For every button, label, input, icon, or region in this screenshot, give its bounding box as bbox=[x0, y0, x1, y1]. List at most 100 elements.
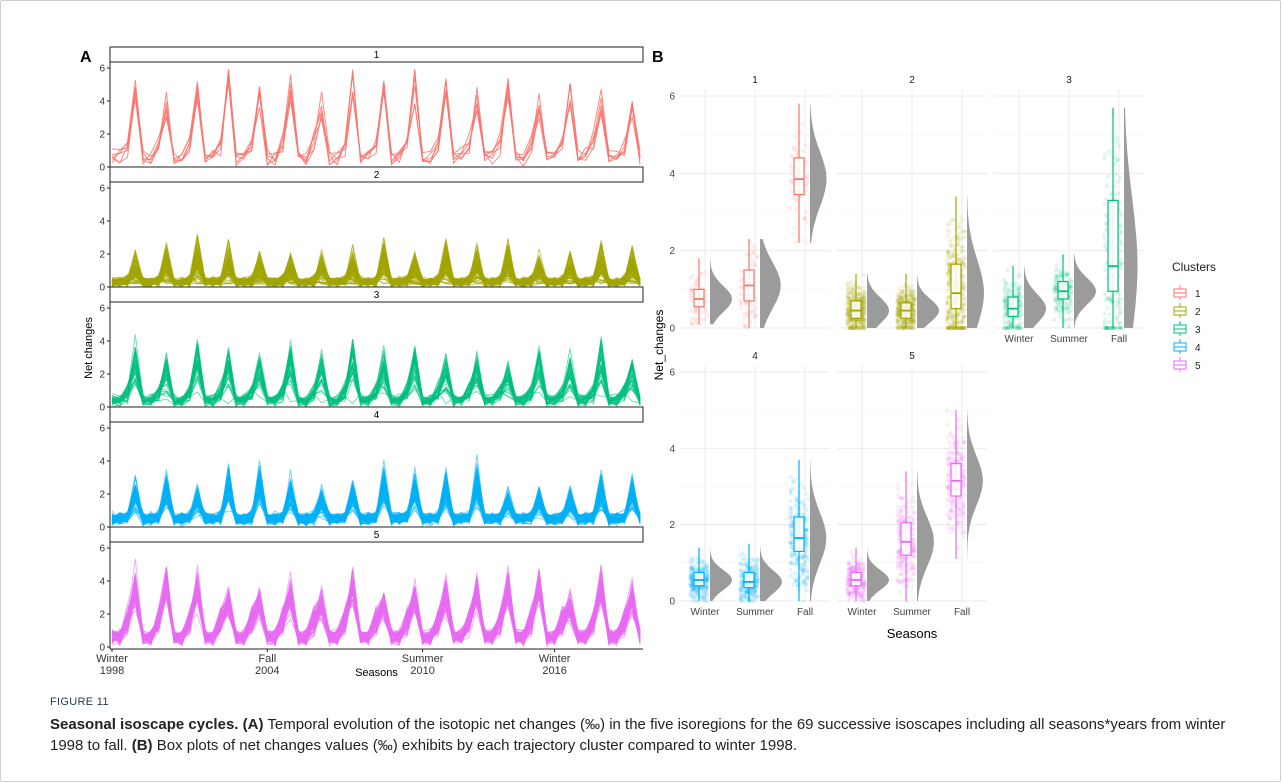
jitter-point bbox=[690, 565, 695, 570]
jitter-point bbox=[793, 562, 798, 567]
jitter-point bbox=[1054, 275, 1059, 280]
jitter-point bbox=[704, 582, 709, 587]
jitter-point bbox=[689, 566, 694, 571]
jitter-point bbox=[1118, 326, 1123, 330]
jitter-point bbox=[1055, 302, 1060, 307]
density-shape bbox=[867, 273, 889, 328]
jitter-point bbox=[744, 590, 749, 594]
jitter-point bbox=[688, 583, 693, 588]
jitter-point bbox=[701, 589, 706, 594]
jitter-point bbox=[897, 519, 902, 524]
jitter-point bbox=[754, 579, 759, 584]
facet-strip-label: 2 bbox=[374, 170, 380, 181]
jitter-point bbox=[793, 579, 798, 584]
jitter-point bbox=[849, 550, 854, 555]
jitter-point bbox=[911, 577, 916, 582]
jitter-point bbox=[958, 451, 963, 456]
jitter-point bbox=[1102, 292, 1107, 297]
y-tick-label: 4 bbox=[669, 169, 675, 180]
y-tick-label: 0 bbox=[669, 324, 675, 335]
jitter-point bbox=[961, 474, 966, 479]
jitter-point bbox=[739, 594, 744, 599]
jitter-point bbox=[1002, 298, 1007, 303]
jitter-point bbox=[847, 596, 852, 600]
jitter-point bbox=[742, 311, 747, 316]
jitter-point bbox=[800, 568, 804, 572]
facet-strip-label: 4 bbox=[752, 351, 758, 362]
jitter-point bbox=[862, 589, 867, 594]
jitter-point bbox=[862, 297, 867, 302]
jitter-point bbox=[897, 527, 902, 532]
jitter-point bbox=[849, 324, 854, 329]
jitter-point bbox=[845, 591, 850, 596]
jitter-point bbox=[897, 554, 902, 559]
series-lines-cluster-3 bbox=[111, 334, 641, 408]
jitter-point bbox=[738, 284, 743, 289]
jitter-point bbox=[906, 284, 911, 289]
jitter-point bbox=[751, 251, 756, 256]
jitter-point bbox=[804, 564, 809, 569]
jitter-point bbox=[846, 592, 850, 597]
box-iqr bbox=[900, 522, 912, 556]
jitter-point bbox=[1069, 284, 1074, 289]
jitter-point bbox=[804, 588, 809, 593]
jitter-point bbox=[1003, 302, 1008, 306]
jitter-point bbox=[846, 591, 851, 596]
jitter-point bbox=[895, 578, 900, 583]
jitter-point bbox=[1013, 326, 1017, 330]
jitter-point bbox=[1005, 326, 1010, 330]
jitter-point bbox=[859, 593, 864, 598]
jitter-point bbox=[947, 513, 951, 518]
jitter-point bbox=[896, 299, 901, 304]
jitter-point bbox=[738, 589, 743, 594]
jitter-point bbox=[895, 326, 900, 330]
jitter-point bbox=[946, 526, 951, 531]
jitter-point bbox=[963, 326, 967, 330]
jitter-point bbox=[788, 574, 793, 579]
jitter-point bbox=[950, 411, 955, 416]
jitter-point bbox=[946, 249, 950, 254]
jitter-point bbox=[912, 542, 917, 547]
jitter-point bbox=[946, 498, 951, 503]
jitter-point bbox=[960, 506, 965, 511]
jitter-point bbox=[846, 582, 850, 587]
jitter-point bbox=[905, 577, 910, 582]
jitter-point bbox=[1016, 274, 1021, 279]
jitter-point bbox=[1055, 307, 1060, 312]
box-iqr bbox=[850, 300, 862, 319]
jitter-point bbox=[1052, 296, 1057, 301]
jitter-point bbox=[704, 599, 709, 603]
jitter-point bbox=[801, 552, 806, 557]
jitter-point bbox=[959, 244, 964, 249]
jitter-point bbox=[1104, 326, 1109, 330]
jitter-point bbox=[804, 581, 809, 586]
jitter-point bbox=[895, 313, 900, 318]
jitter-point bbox=[901, 578, 906, 583]
y-tick-label: 0 bbox=[99, 163, 105, 174]
jitter-point bbox=[1058, 315, 1063, 319]
jitter-point bbox=[793, 134, 798, 139]
jitter-point bbox=[951, 441, 956, 446]
jitter-point bbox=[851, 295, 856, 300]
jitter-point bbox=[1004, 326, 1009, 330]
jitter-point bbox=[862, 579, 867, 584]
jitter-point bbox=[789, 523, 793, 528]
jitter-point bbox=[848, 568, 853, 572]
jitter-point bbox=[752, 314, 757, 319]
jitter-point bbox=[899, 496, 904, 501]
jitter-point bbox=[1009, 324, 1014, 329]
jitter-point bbox=[911, 297, 916, 302]
jitter-point bbox=[742, 552, 747, 557]
jitter-point bbox=[846, 295, 851, 299]
jitter-point bbox=[790, 545, 794, 550]
jitter-point bbox=[1103, 326, 1107, 330]
jitter-point bbox=[857, 326, 862, 330]
jitter-point bbox=[959, 531, 964, 536]
jitter-point bbox=[895, 320, 900, 325]
jitter-point bbox=[899, 508, 904, 513]
jitter-point bbox=[788, 523, 793, 528]
jitter-point bbox=[946, 326, 951, 330]
jitter-point bbox=[859, 296, 864, 301]
jitter-point bbox=[1069, 301, 1074, 306]
jitter-point bbox=[701, 599, 706, 603]
